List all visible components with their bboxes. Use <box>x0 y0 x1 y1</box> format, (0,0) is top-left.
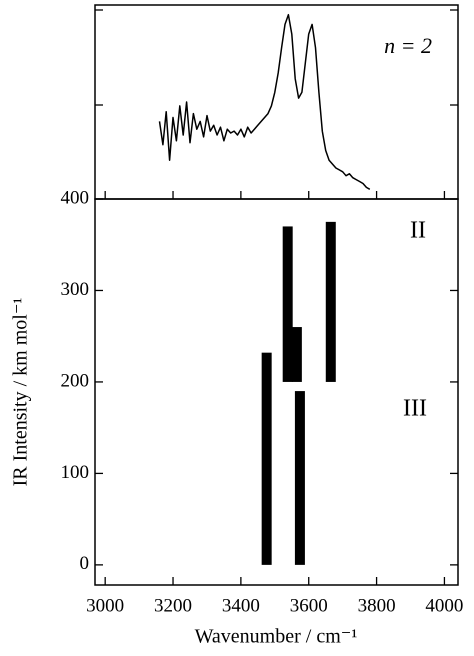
series-label: II <box>410 218 426 244</box>
stick-bar <box>282 226 293 382</box>
y-tick-label: 200 <box>61 370 90 391</box>
spectrum-line <box>158 13 371 190</box>
x-tick-label: 3200 <box>154 595 192 616</box>
y-tick-label: 100 <box>61 462 90 483</box>
x-axis-title: Wavenumber / cm⁻¹ <box>195 626 358 648</box>
bottom-panel-frame <box>94 198 459 586</box>
y-axis-title: IR Intensity / km mol⁻¹ <box>10 298 32 487</box>
stick-bar <box>261 352 272 565</box>
y-tick-label: 400 <box>61 187 90 208</box>
stick-bar <box>325 221 336 382</box>
y-tick-label: 0 <box>80 553 90 574</box>
x-tick-label: 4000 <box>425 595 463 616</box>
x-tick-label: 3400 <box>222 595 260 616</box>
x-tick-label: 3000 <box>86 595 124 616</box>
series-label: III <box>403 396 427 422</box>
y-tick-label: 300 <box>61 279 90 300</box>
stick-bar <box>291 327 302 382</box>
x-tick-label: 3600 <box>290 595 328 616</box>
annotation: n = 2 <box>384 33 432 58</box>
stick-bar <box>294 391 305 565</box>
x-tick-label: 3800 <box>358 595 396 616</box>
